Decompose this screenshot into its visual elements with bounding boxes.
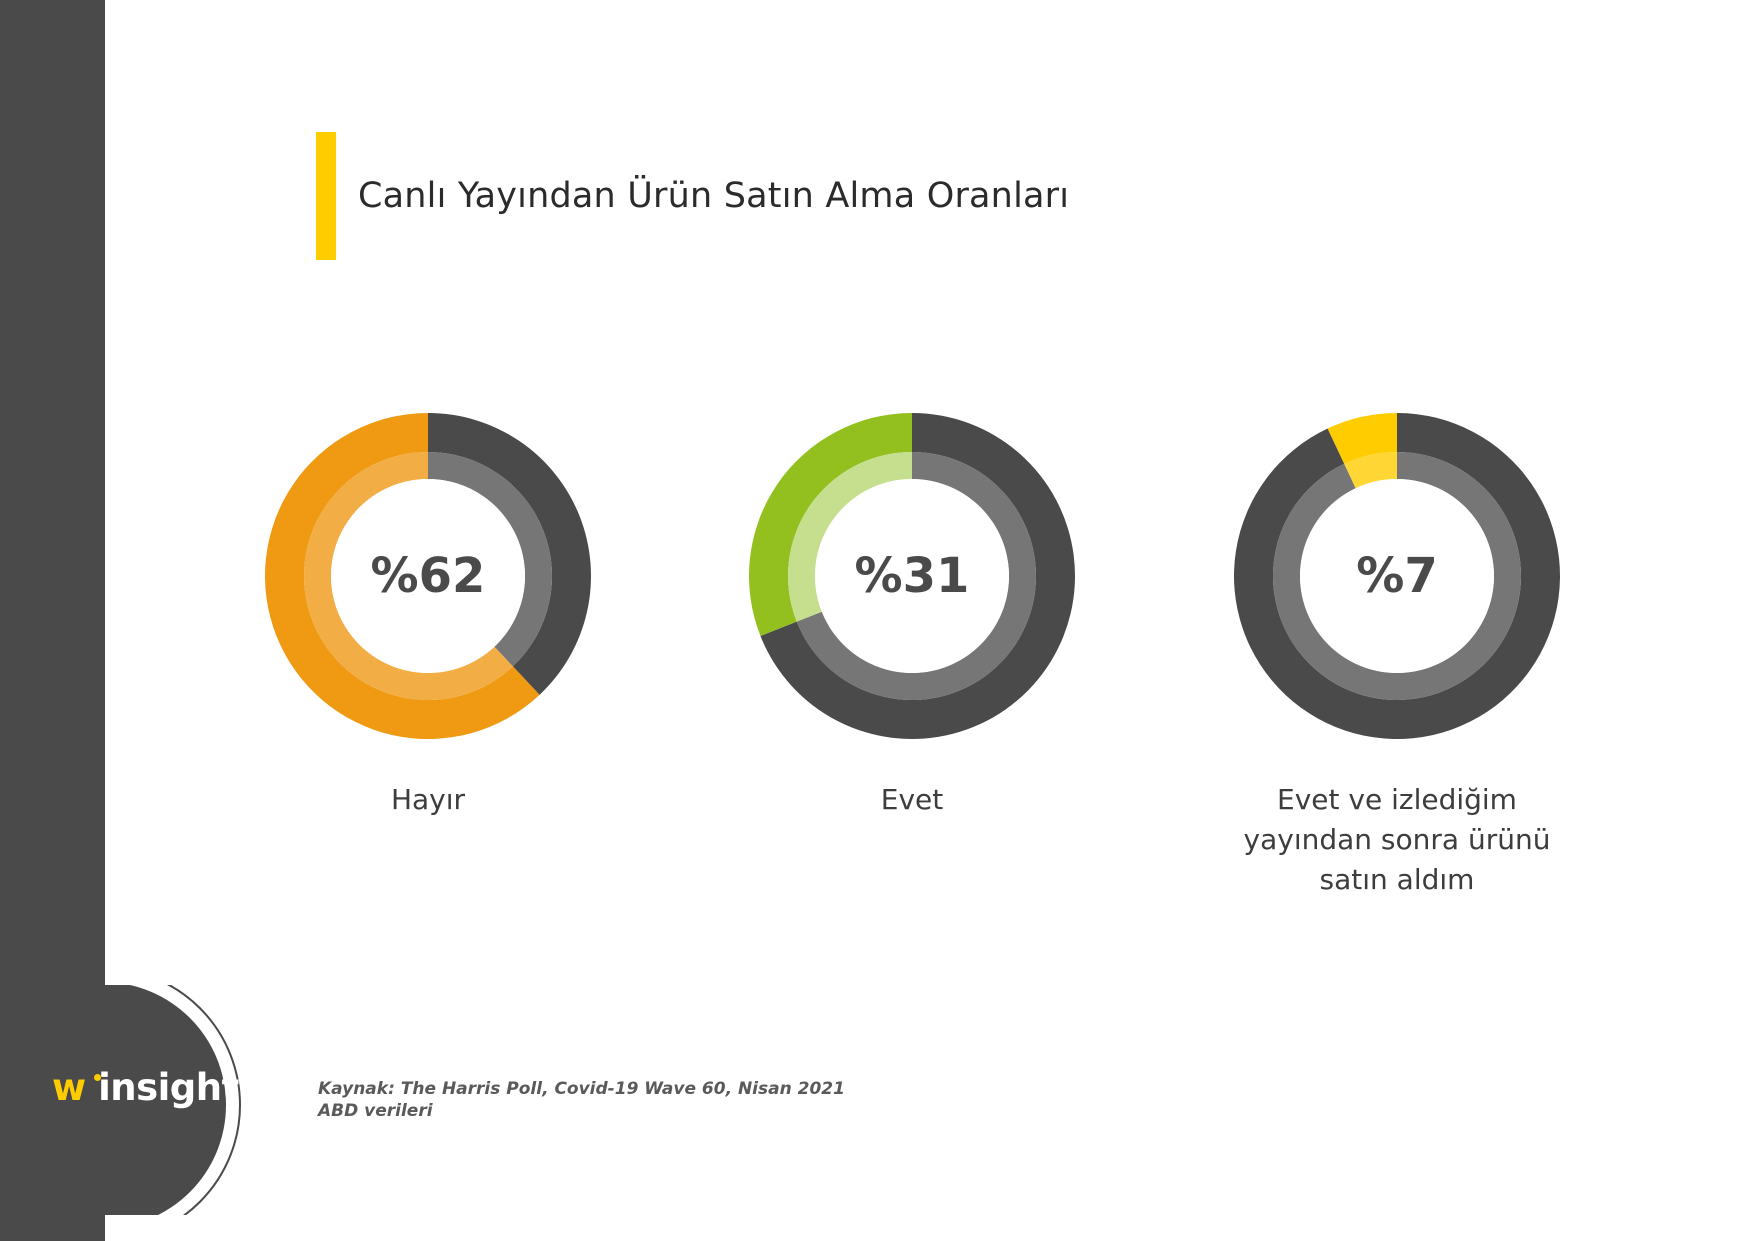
logo-backdrop (104, 985, 270, 1215)
donut-remainder-outer (428, 413, 591, 695)
category-label: Evet (880, 783, 944, 816)
source-line-2: ABD verileri (318, 1101, 433, 1121)
donut-svg (749, 413, 1075, 739)
donut-slice-inner (788, 452, 912, 622)
sidebar-bar (0, 0, 105, 1241)
title-accent-bar (316, 132, 336, 260)
donut-value-label: %31 (854, 548, 970, 604)
donut-svg (265, 413, 591, 739)
source-line-1: Kaynak: The Harris Poll, Covid-19 Wave 6… (318, 1079, 845, 1099)
donut-slice-outer (265, 413, 540, 739)
source-note: Kaynak: The Harris Poll, Covid-19 Wave 6… (318, 1078, 845, 1122)
donut-chart-1: %62 (258, 406, 598, 746)
logo-wordmark: w insights (52, 1066, 261, 1109)
logo-letter: w (52, 1066, 86, 1109)
donut-value-label: %62 (370, 548, 486, 604)
donut-slice-outer (1327, 413, 1397, 464)
donut-remainder-inner (428, 452, 553, 667)
logo-text: insights (98, 1066, 261, 1109)
donut-hole (1300, 479, 1494, 673)
donut-slice-inner (1344, 452, 1397, 489)
donut-hole (331, 479, 525, 673)
donut-slice-inner (304, 452, 513, 700)
donut-value-label: %7 (1356, 548, 1438, 604)
logo-dot-icon (94, 1074, 101, 1081)
page-title: Canlı Yayından Ürün Satın Alma Oranları (358, 176, 1070, 216)
donut-svg (1234, 413, 1560, 739)
donut-hole (815, 479, 1009, 673)
donut-slice-outer (749, 413, 912, 637)
donut-chart-2: %31 (742, 406, 1082, 746)
donut-chart-3: %7 (1227, 406, 1567, 746)
category-label: Evet ve izlediğim yayından sonra ürünü s… (1243, 783, 1551, 896)
category-label: Hayır (390, 783, 466, 816)
